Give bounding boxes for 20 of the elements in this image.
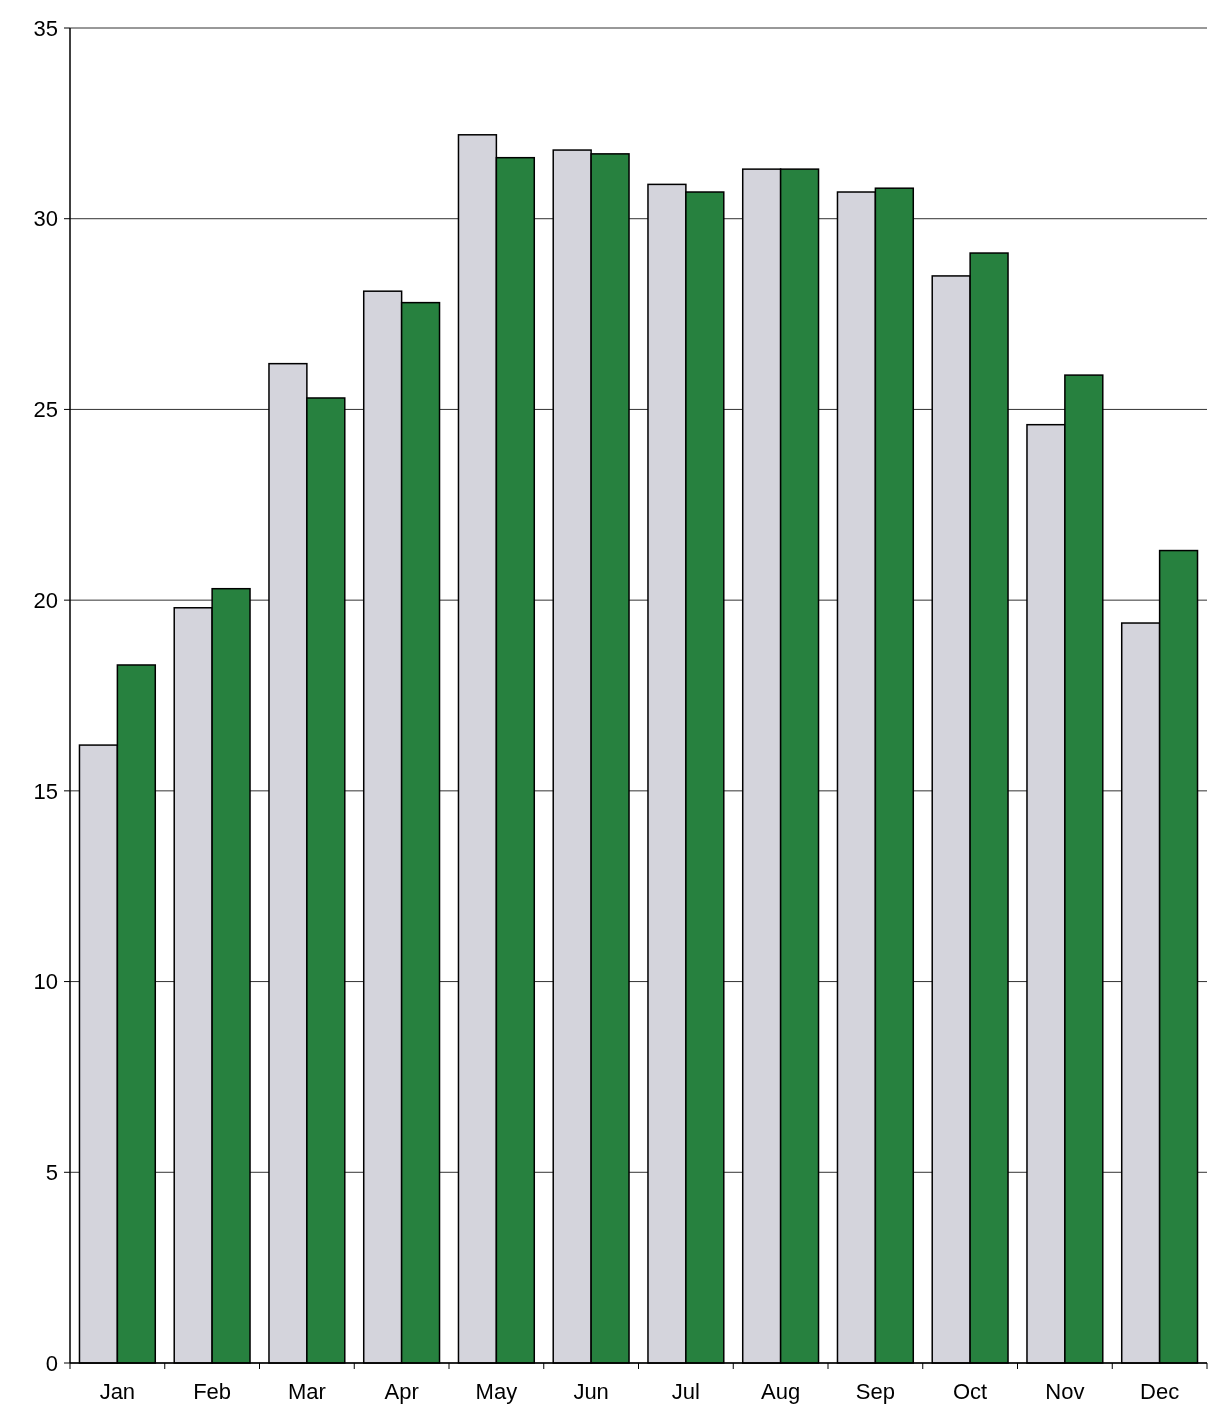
x-tick-label: Mar: [287, 1379, 326, 1404]
y-tick-label: 25: [33, 397, 58, 423]
y-tick-label: 20: [33, 587, 58, 613]
x-tick-label: Dec: [1140, 1379, 1180, 1404]
y-tick-label: 10: [33, 969, 58, 995]
x-tick-label: Jul: [671, 1379, 700, 1404]
x-tick-label: Jun: [573, 1379, 609, 1404]
y-tick-label: 0: [45, 1350, 58, 1376]
x-tick-label: Aug: [761, 1379, 801, 1404]
y-tick-label: 5: [45, 1159, 58, 1185]
x-tick-label: Nov: [1045, 1379, 1085, 1404]
y-tick-label: 30: [33, 206, 58, 232]
x-tick-label: Feb: [193, 1379, 232, 1404]
x-tick-label: Oct: [953, 1379, 988, 1404]
x-tick-label: Jan: [99, 1379, 136, 1404]
y-tick-label: 15: [33, 778, 58, 804]
x-tick-label: Sep: [855, 1379, 895, 1404]
y-tick-label: 35: [33, 15, 58, 41]
x-tick-label: Apr: [384, 1379, 419, 1404]
x-tick-label: May: [475, 1379, 518, 1404]
